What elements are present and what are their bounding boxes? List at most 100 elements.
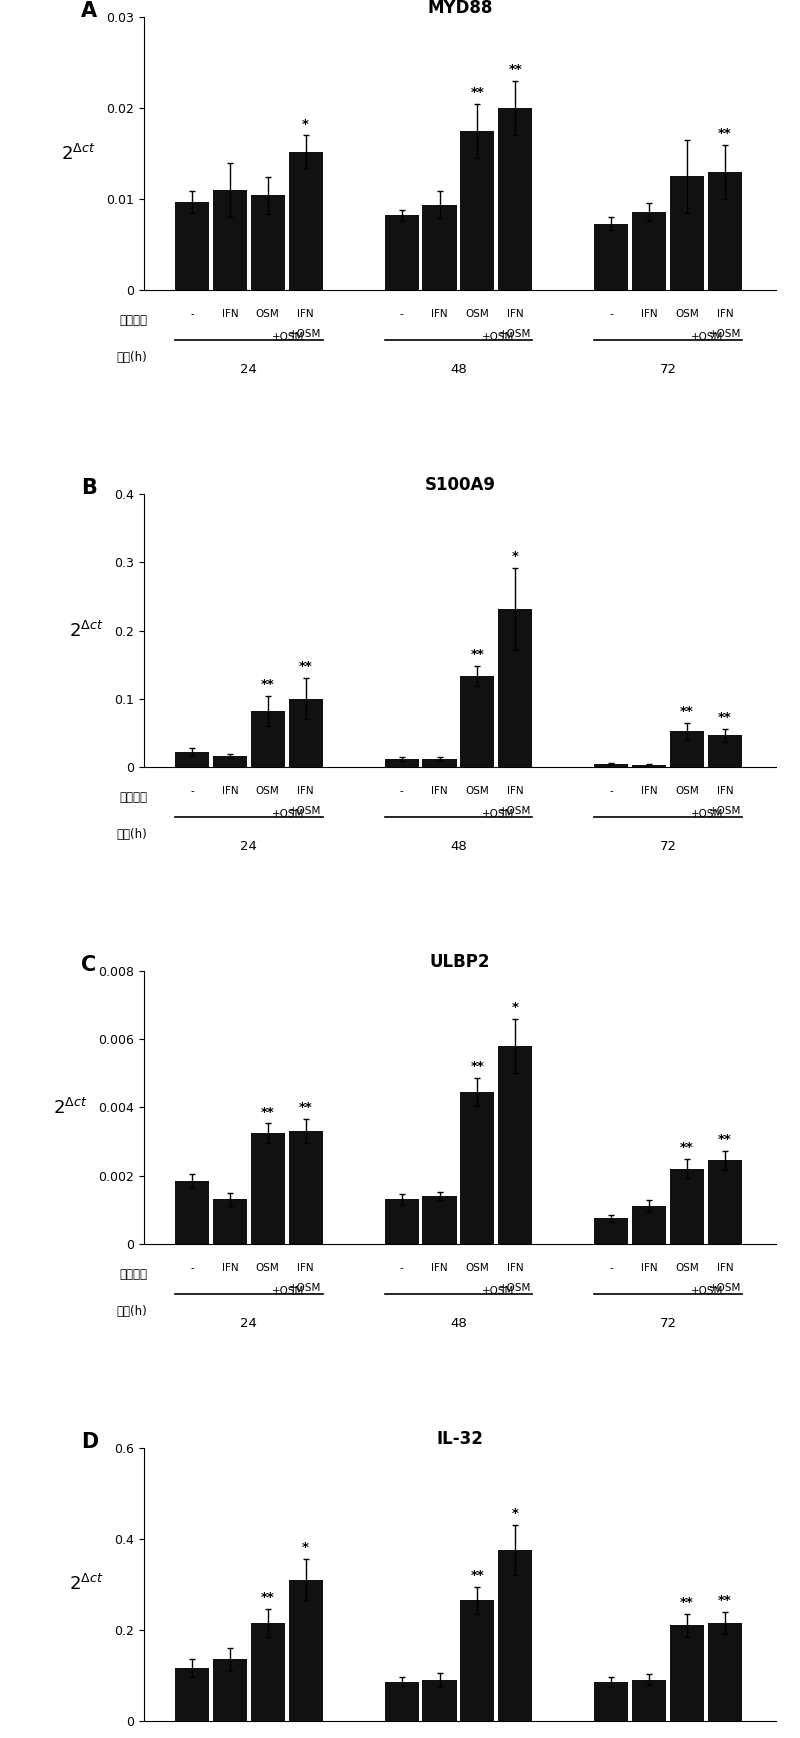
Text: **: **	[680, 1595, 694, 1609]
Text: 24: 24	[240, 841, 258, 853]
Text: 细胞因子: 细胞因子	[119, 791, 147, 805]
Bar	[175, 753, 209, 766]
Bar	[385, 1199, 418, 1244]
Title: ULBP2: ULBP2	[430, 952, 490, 972]
Bar	[670, 1168, 704, 1244]
Text: IFN: IFN	[717, 786, 733, 796]
Text: C: C	[81, 954, 96, 975]
Text: IFN: IFN	[222, 1264, 238, 1272]
Text: 时间(h): 时间(h)	[116, 351, 147, 365]
Text: IFN: IFN	[298, 786, 314, 796]
Bar	[175, 1668, 209, 1721]
Text: OSM: OSM	[466, 309, 490, 320]
Bar	[250, 1623, 285, 1721]
Text: +OSM: +OSM	[272, 332, 304, 342]
Text: **: **	[718, 1594, 732, 1606]
Text: 24: 24	[240, 1317, 258, 1330]
Text: 72: 72	[659, 841, 677, 853]
Text: **: **	[261, 1592, 274, 1604]
Text: 24: 24	[240, 363, 258, 377]
Text: 48: 48	[450, 841, 467, 853]
Text: IFN: IFN	[507, 1264, 523, 1272]
Title: MYD88: MYD88	[427, 0, 493, 17]
Text: -: -	[610, 786, 614, 796]
Text: **: **	[718, 1133, 732, 1145]
Text: +OSM: +OSM	[499, 806, 531, 817]
Text: **: **	[261, 678, 274, 692]
Bar	[289, 699, 322, 766]
Text: -: -	[190, 309, 194, 320]
Bar	[385, 758, 418, 766]
Bar	[594, 765, 628, 766]
Text: IFN: IFN	[222, 309, 238, 320]
Text: +OSM: +OSM	[499, 1283, 531, 1293]
Bar	[289, 1131, 322, 1244]
Bar	[708, 1161, 742, 1244]
Text: +OSM: +OSM	[482, 810, 514, 819]
Text: -: -	[400, 1264, 403, 1272]
Bar	[708, 1623, 742, 1721]
Text: OSM: OSM	[675, 786, 699, 796]
Bar	[498, 1046, 532, 1244]
Text: +OSM: +OSM	[691, 1286, 724, 1297]
Bar	[213, 1660, 247, 1721]
Bar	[289, 151, 322, 290]
Text: OSM: OSM	[675, 1264, 699, 1272]
Text: IFN: IFN	[507, 309, 523, 320]
Bar	[422, 1679, 457, 1721]
Bar	[250, 195, 285, 290]
Text: 72: 72	[659, 363, 677, 377]
Text: +OSM: +OSM	[290, 1283, 322, 1293]
Text: OSM: OSM	[256, 309, 280, 320]
Bar	[708, 172, 742, 290]
Text: IFN: IFN	[431, 786, 448, 796]
Title: IL-32: IL-32	[437, 1430, 483, 1448]
Text: -: -	[610, 1264, 614, 1272]
Text: *: *	[302, 1542, 309, 1554]
Text: 72: 72	[659, 1317, 677, 1330]
Text: +OSM: +OSM	[290, 806, 322, 817]
Text: IFN: IFN	[431, 309, 448, 320]
Text: **: **	[718, 711, 732, 723]
Text: 48: 48	[450, 1317, 467, 1330]
Text: IFN: IFN	[298, 309, 314, 320]
Text: IFN: IFN	[641, 309, 658, 320]
Bar	[460, 1601, 494, 1721]
Text: +OSM: +OSM	[709, 1283, 741, 1293]
Text: -: -	[400, 309, 403, 320]
Bar	[632, 1679, 666, 1721]
Bar	[213, 756, 247, 766]
Text: *: *	[512, 1001, 518, 1013]
Text: IFN: IFN	[641, 786, 658, 796]
Bar	[708, 735, 742, 766]
Text: D: D	[81, 1432, 98, 1451]
Text: +OSM: +OSM	[272, 810, 304, 819]
Bar	[250, 711, 285, 766]
Text: 时间(h): 时间(h)	[116, 1305, 147, 1317]
Bar	[460, 676, 494, 766]
Text: *: *	[512, 1507, 518, 1521]
Bar	[460, 1091, 494, 1244]
Bar	[670, 176, 704, 290]
Text: +OSM: +OSM	[482, 332, 514, 342]
Text: IFN: IFN	[717, 309, 733, 320]
Bar	[422, 1196, 457, 1244]
Text: -: -	[400, 786, 403, 796]
Text: IFN: IFN	[431, 1264, 448, 1272]
Text: +OSM: +OSM	[709, 330, 741, 339]
Bar	[422, 205, 457, 290]
Bar	[289, 1580, 322, 1721]
Bar	[632, 765, 666, 766]
Text: OSM: OSM	[256, 1264, 280, 1272]
Bar	[250, 1133, 285, 1244]
Text: **: **	[470, 85, 484, 99]
Bar	[498, 1550, 532, 1721]
Text: **: **	[298, 1102, 313, 1114]
Text: IFN: IFN	[507, 786, 523, 796]
Text: *: *	[512, 549, 518, 563]
Text: -: -	[610, 309, 614, 320]
Text: +OSM: +OSM	[691, 332, 724, 342]
Text: OSM: OSM	[256, 786, 280, 796]
Text: +OSM: +OSM	[499, 330, 531, 339]
Y-axis label: $2^{\Delta ct}$: $2^{\Delta ct}$	[62, 144, 96, 163]
